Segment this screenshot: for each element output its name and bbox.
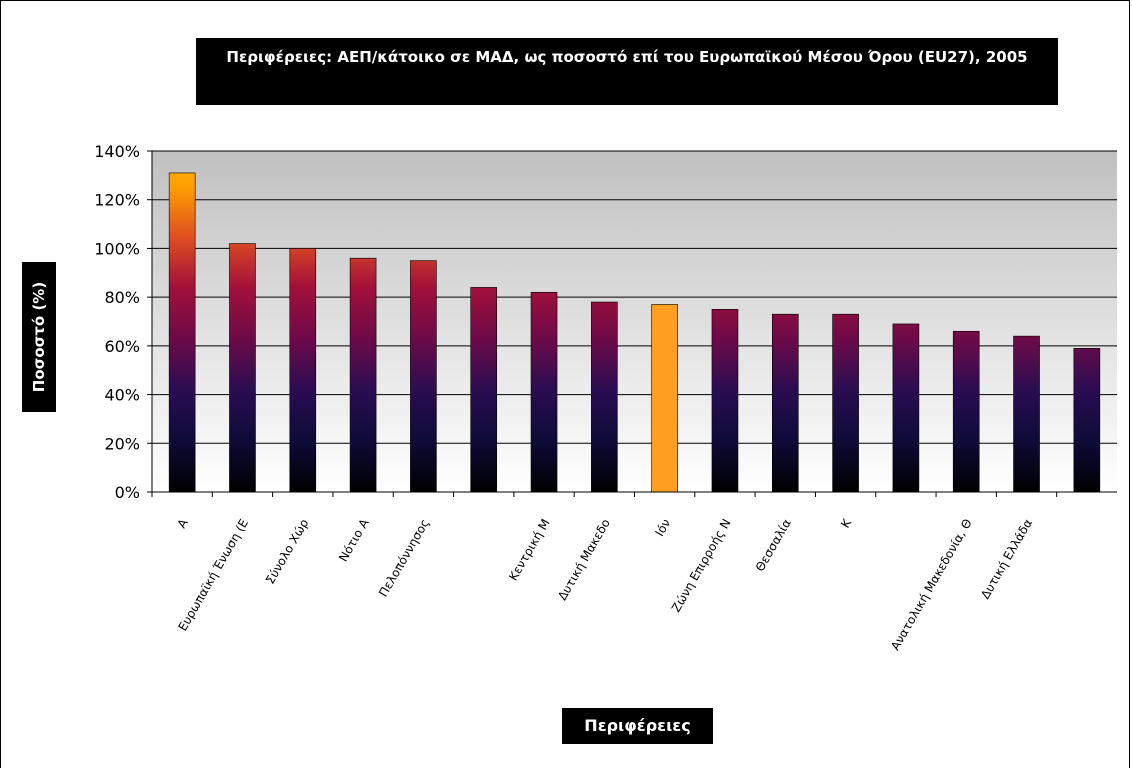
bar bbox=[771, 313, 799, 493]
y-tick-label: 0% bbox=[115, 483, 140, 502]
bar bbox=[229, 243, 256, 493]
x-axis-title: Περιφέρειες bbox=[562, 708, 713, 744]
y-tick-label: 60% bbox=[104, 337, 140, 356]
bar bbox=[892, 323, 920, 493]
x-category-label: Κ bbox=[838, 516, 855, 531]
x-category-label: Πελοπόννησος bbox=[376, 517, 432, 600]
bar bbox=[289, 248, 317, 493]
bar bbox=[1013, 335, 1040, 493]
x-category-label: Νότιο Α bbox=[336, 516, 372, 564]
bar bbox=[1073, 347, 1101, 493]
y-axis-title-box bbox=[22, 262, 56, 412]
x-category-label: Ευρωπαϊκή Ένωση (Ε bbox=[176, 517, 252, 634]
bar bbox=[711, 309, 739, 493]
y-tick-label: 40% bbox=[104, 386, 140, 405]
bar bbox=[591, 301, 618, 493]
x-category-label: Θεσσαλία bbox=[753, 516, 794, 573]
x-category-label: Δυτική Ελλάδα bbox=[978, 516, 1035, 601]
y-tick-label: 80% bbox=[104, 288, 140, 307]
y-tick-label: 20% bbox=[104, 434, 140, 453]
y-tick-label: 100% bbox=[94, 239, 140, 258]
x-category-label: Ανατολική Μακεδονία, Θ bbox=[888, 517, 975, 653]
bar bbox=[349, 257, 377, 493]
bar bbox=[651, 304, 678, 493]
x-category-label: Ιόν bbox=[652, 516, 673, 538]
bar bbox=[410, 260, 437, 493]
x-category-label: Α bbox=[175, 516, 192, 531]
y-tick-label: 120% bbox=[94, 191, 140, 210]
bar bbox=[832, 313, 859, 493]
x-category-label: Ζώνη Επιρροής Ν bbox=[669, 517, 734, 615]
x-category-label: Δυτική Μακεδο bbox=[555, 517, 613, 603]
y-tick-label: 140% bbox=[94, 142, 140, 161]
x-category-label: Κεντρική Μ bbox=[506, 517, 553, 584]
bar bbox=[530, 291, 558, 493]
bar bbox=[168, 172, 196, 493]
bar bbox=[952, 330, 980, 493]
bar bbox=[470, 287, 498, 493]
chart-title: Περιφέρειες: ΑΕΠ/κάτοικο σε ΜΑΔ, ως ποσο… bbox=[196, 38, 1058, 105]
x-category-label: Σύνολο Χώρ bbox=[263, 517, 311, 587]
